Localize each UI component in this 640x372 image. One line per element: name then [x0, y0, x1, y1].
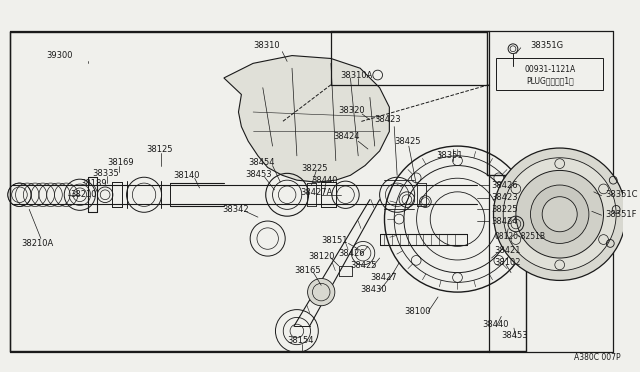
Text: 38125: 38125: [146, 144, 173, 154]
Text: 38189: 38189: [80, 179, 106, 187]
Text: 38426: 38426: [492, 180, 518, 189]
Text: 38120: 38120: [308, 251, 335, 260]
Text: 38453: 38453: [245, 170, 272, 179]
Circle shape: [531, 185, 589, 243]
Text: 38427A: 38427A: [300, 188, 332, 197]
Text: 38210: 38210: [70, 190, 97, 199]
Text: 38351F: 38351F: [605, 210, 637, 219]
Text: 38169: 38169: [107, 158, 134, 167]
Text: 38427: 38427: [370, 273, 397, 282]
Text: 38140: 38140: [173, 171, 200, 180]
Text: 08120-8251B: 08120-8251B: [495, 232, 545, 241]
Text: 38421: 38421: [495, 246, 521, 255]
Text: 38310A: 38310A: [340, 71, 373, 80]
Text: 38424: 38424: [333, 132, 360, 141]
Text: 38424: 38424: [492, 217, 518, 225]
Text: 38351C: 38351C: [605, 190, 638, 199]
Text: 38453: 38453: [501, 331, 528, 340]
Text: 38430: 38430: [360, 285, 387, 294]
Circle shape: [308, 279, 335, 306]
Text: 38425: 38425: [351, 261, 377, 270]
Circle shape: [516, 170, 604, 258]
Circle shape: [503, 158, 616, 271]
Text: 38102: 38102: [495, 259, 521, 267]
Text: 38351G: 38351G: [531, 41, 564, 50]
Text: 38454: 38454: [248, 158, 275, 167]
Text: 38335: 38335: [92, 169, 119, 178]
Text: 39300: 39300: [47, 51, 73, 60]
Text: 38100: 38100: [404, 307, 431, 316]
Text: 38423: 38423: [375, 115, 401, 124]
FancyBboxPatch shape: [497, 58, 604, 90]
PathPatch shape: [224, 55, 389, 182]
Text: A380C 007P: A380C 007P: [574, 353, 621, 362]
Text: PLUGプラグ（1）: PLUGプラグ（1）: [526, 76, 574, 86]
Text: 38225: 38225: [301, 164, 328, 173]
Text: 38210A: 38210A: [21, 239, 54, 248]
Text: 38225: 38225: [492, 205, 518, 214]
Circle shape: [542, 197, 577, 232]
Text: 38310: 38310: [253, 41, 280, 50]
Text: 38151: 38151: [321, 236, 348, 245]
Text: 38426: 38426: [339, 248, 365, 258]
Text: 38342: 38342: [222, 205, 248, 214]
Circle shape: [493, 148, 626, 280]
Text: 38351: 38351: [436, 151, 463, 160]
Text: 00931-1121A: 00931-1121A: [524, 65, 575, 74]
Text: 38165: 38165: [294, 266, 321, 275]
Text: 38440: 38440: [482, 320, 508, 329]
Text: 38320: 38320: [339, 106, 365, 115]
Text: 38425: 38425: [394, 137, 420, 146]
Text: 38154: 38154: [287, 336, 314, 345]
Text: 38440: 38440: [312, 176, 338, 185]
Text: 38423: 38423: [492, 193, 518, 202]
